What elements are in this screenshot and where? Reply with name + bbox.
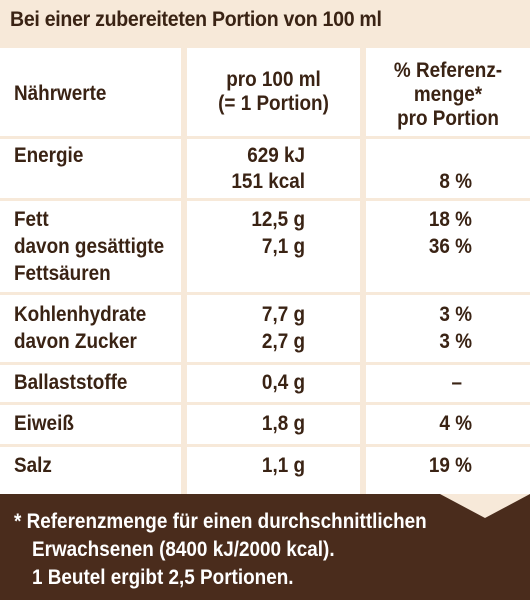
header-per-100ml: pro 100 ml [226, 68, 321, 91]
row-divider [0, 136, 530, 139]
row-salt-ref: 19 % [428, 454, 472, 477]
row-divider [0, 402, 530, 405]
row-divider [0, 444, 530, 447]
row-sat-fat-ref: 36 % [428, 235, 472, 258]
row-sat-fat-name-2: Fettsäuren [14, 262, 111, 285]
row-salt-value: 1,1 g [261, 454, 305, 477]
header-ref-3: pro Portion [397, 107, 499, 130]
header-ref-1: % Referenz- [393, 59, 503, 82]
row-fiber-ref: – [451, 371, 462, 394]
row-sugar-ref: 3 % [439, 330, 472, 353]
row-energy-ref: 8 % [439, 170, 472, 193]
footnote-line-2: Erwachsenen (8400 kJ/2000 kcal). [32, 538, 335, 561]
footnote: * Referenzmenge für einen durchschnittli… [14, 508, 427, 592]
row-fiber-name: Ballaststoffe [14, 371, 128, 394]
row-carbs-name: Kohlenhydrate [14, 303, 147, 326]
column-reference [366, 48, 530, 494]
row-sat-fat-value: 7,1 g [261, 235, 305, 258]
row-fat-value: 12,5 g [251, 208, 305, 231]
row-sugar-value: 2,7 g [261, 330, 305, 353]
column-per-100ml [187, 48, 360, 494]
row-divider [0, 362, 530, 365]
label-title: Bei einer zubereiteten Portion von 100 m… [10, 8, 382, 31]
column-nutrients [0, 48, 181, 494]
header-nutrients: Nährwerte [14, 82, 107, 105]
row-protein-ref: 4 % [439, 412, 472, 435]
row-sugar-name: davon Zucker [14, 330, 137, 353]
row-protein-value: 1,8 g [261, 412, 305, 435]
header-portion: (= 1 Portion) [218, 92, 329, 115]
header-ref-2: menge* [413, 83, 483, 106]
row-fiber-value: 0,4 g [261, 371, 305, 394]
footnote-notch [440, 494, 530, 518]
row-fat-ref: 18 % [428, 208, 472, 231]
row-energy-kcal: 151 kcal [231, 170, 305, 193]
row-divider [0, 198, 530, 201]
row-carbs-value: 7,7 g [261, 303, 305, 326]
row-protein-name: Eiweiß [14, 412, 74, 435]
row-fat-name: Fett [14, 208, 49, 231]
footnote-line-3: 1 Beutel ergibt 2,5 Portionen. [32, 566, 294, 589]
row-divider [0, 292, 530, 295]
footnote-line-1: * Referenzmenge für einen durchschnittli… [14, 510, 427, 533]
row-salt-name: Salz [14, 454, 52, 477]
row-energy-name: Energie [14, 144, 84, 167]
row-sat-fat-name: davon gesättigte [14, 235, 165, 258]
row-energy-kj: 629 kJ [247, 144, 305, 167]
row-carbs-ref: 3 % [439, 303, 472, 326]
